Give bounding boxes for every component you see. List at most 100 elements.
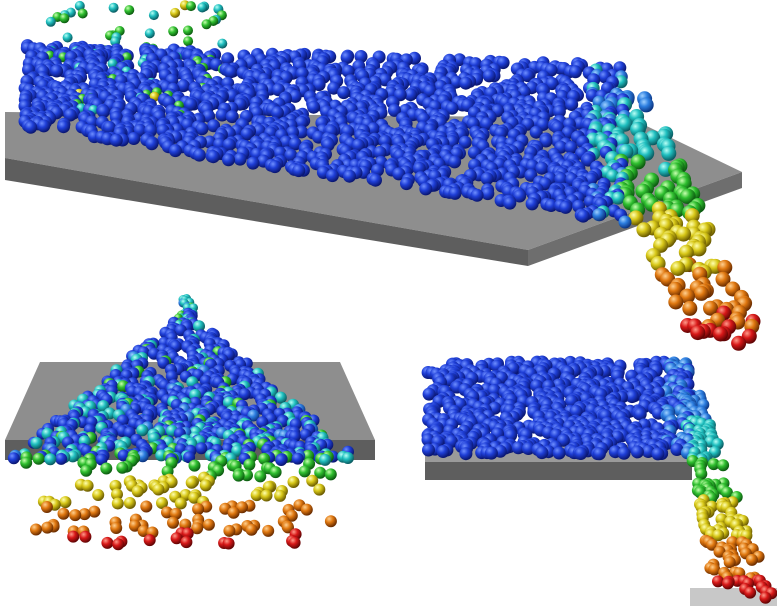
particle xyxy=(59,13,70,24)
particle xyxy=(80,464,93,477)
particle xyxy=(176,79,190,93)
particle xyxy=(324,468,337,481)
particle xyxy=(81,479,94,492)
particle xyxy=(30,437,43,449)
particle xyxy=(55,452,68,465)
particle xyxy=(50,64,64,78)
particle xyxy=(109,133,123,147)
particle xyxy=(715,271,731,287)
particle xyxy=(174,497,187,510)
particle xyxy=(459,76,473,90)
particle xyxy=(168,144,182,158)
particle xyxy=(288,137,302,151)
particle xyxy=(232,469,245,482)
particle xyxy=(525,197,539,211)
particle xyxy=(511,441,525,455)
particle xyxy=(202,518,215,531)
particle xyxy=(713,326,728,342)
particle xyxy=(611,191,625,205)
particle xyxy=(282,521,294,534)
particle xyxy=(340,51,354,64)
particle xyxy=(222,537,235,550)
particle xyxy=(679,188,695,204)
particle xyxy=(690,325,706,341)
particle xyxy=(638,97,654,113)
particle xyxy=(79,530,92,543)
particle xyxy=(459,447,473,461)
particle xyxy=(192,148,206,162)
particle xyxy=(513,189,527,203)
particle xyxy=(185,476,198,489)
particle xyxy=(102,121,116,134)
particle xyxy=(569,404,583,418)
particle xyxy=(351,138,365,152)
particle xyxy=(695,467,708,480)
particle xyxy=(544,199,558,212)
particle xyxy=(110,522,123,534)
particle xyxy=(392,167,406,181)
particle xyxy=(258,452,271,465)
particle xyxy=(369,173,382,187)
particle xyxy=(77,8,88,19)
particle xyxy=(222,153,235,167)
particle xyxy=(419,182,433,196)
particle xyxy=(707,458,720,471)
particle xyxy=(717,259,733,275)
particle xyxy=(193,320,205,333)
particle xyxy=(292,164,306,178)
particle xyxy=(63,108,77,122)
particle xyxy=(703,300,718,316)
particle xyxy=(197,2,208,13)
particle xyxy=(127,132,141,145)
particle xyxy=(633,407,647,421)
particle xyxy=(559,200,573,214)
particle xyxy=(24,120,38,134)
particle xyxy=(170,7,181,18)
particle xyxy=(57,120,70,134)
particle xyxy=(32,452,45,465)
particle xyxy=(168,26,179,37)
particle xyxy=(201,19,212,30)
particle xyxy=(651,447,665,461)
particle xyxy=(721,577,734,590)
particle xyxy=(551,121,565,135)
particle xyxy=(7,452,20,465)
particle xyxy=(708,563,721,576)
particle xyxy=(74,0,85,11)
particle xyxy=(245,523,258,536)
particle xyxy=(387,103,401,117)
slab-front xyxy=(5,158,528,266)
particle xyxy=(260,489,273,502)
particle xyxy=(256,416,269,429)
particle xyxy=(496,56,510,70)
particle xyxy=(95,453,108,466)
particle xyxy=(275,454,288,466)
particle xyxy=(186,1,196,12)
particle xyxy=(535,161,549,175)
particle xyxy=(224,65,238,79)
particle xyxy=(92,489,105,501)
particle xyxy=(421,433,435,447)
particle xyxy=(270,106,284,120)
particle xyxy=(545,77,559,91)
particle xyxy=(112,538,125,551)
particle xyxy=(246,156,260,170)
particle xyxy=(529,125,543,139)
particle xyxy=(268,160,282,174)
particle xyxy=(45,16,56,27)
particle xyxy=(274,489,287,502)
particle xyxy=(199,479,212,492)
particle xyxy=(482,69,496,83)
particle xyxy=(101,536,114,549)
particle xyxy=(706,538,718,551)
particle xyxy=(223,524,236,537)
particle xyxy=(243,458,256,471)
particle xyxy=(741,328,757,344)
particle xyxy=(680,288,695,304)
particle xyxy=(97,105,110,118)
particle xyxy=(161,506,173,519)
particle xyxy=(574,447,588,460)
particle xyxy=(225,110,239,124)
particle xyxy=(44,453,57,466)
particle xyxy=(592,208,606,222)
